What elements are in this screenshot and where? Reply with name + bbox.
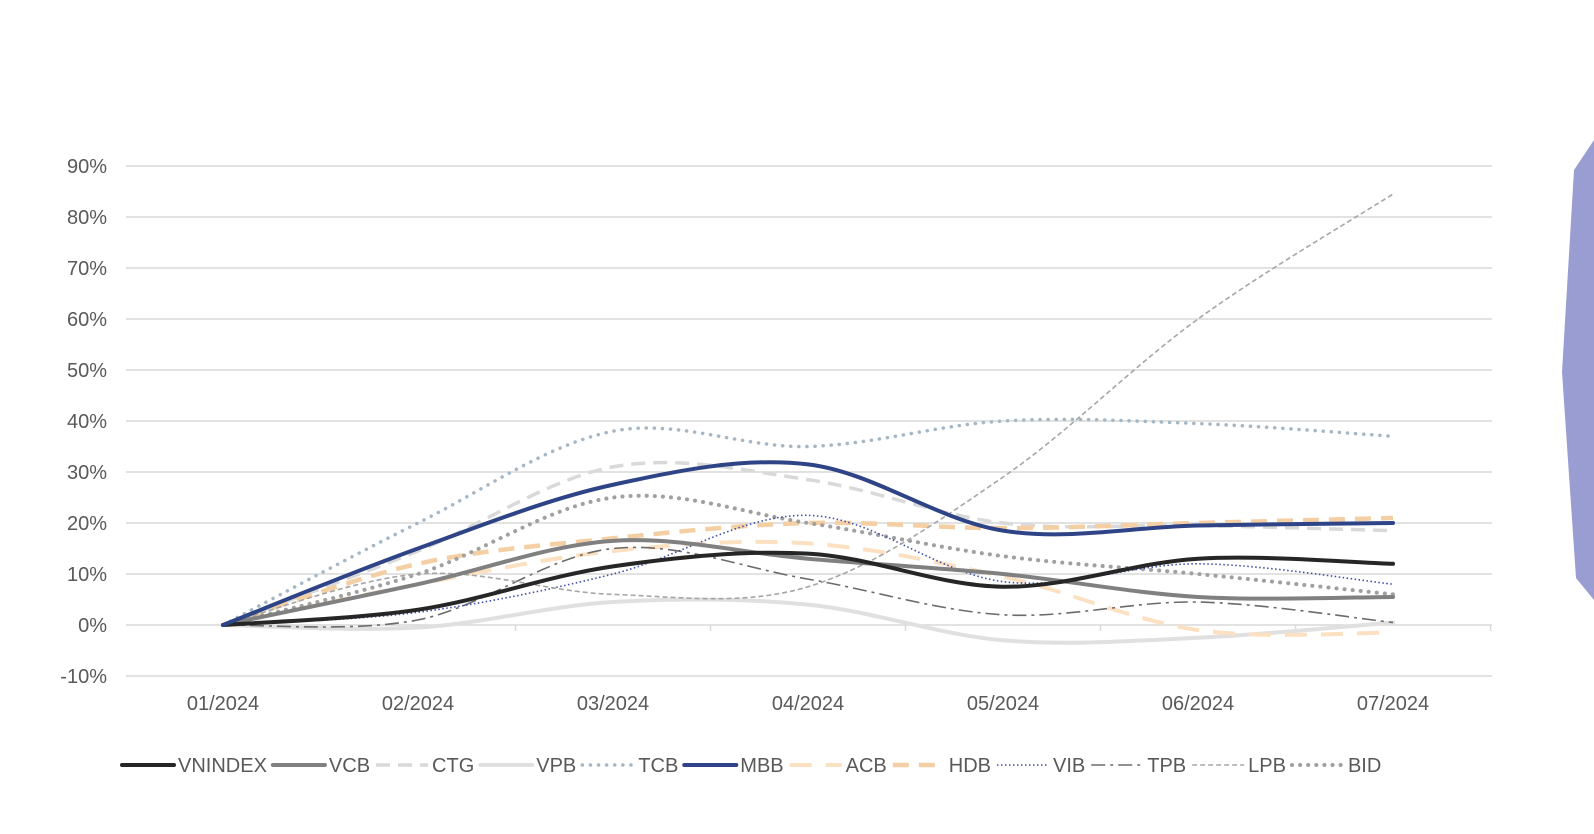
legend-label-vcb: VCB [329,755,370,777]
legend-label-ctg: CTG [432,755,474,777]
series-line-tpb [222,546,1394,628]
legend-label-mbb: MBB [740,755,783,777]
legend-label-vib: VIB [1053,755,1085,777]
y-tick-label: 40% [67,411,107,433]
x-tick-label: 06/2024 [1162,693,1234,715]
y-tick-label: 70% [67,258,107,280]
x-tick-label: 04/2024 [772,693,844,715]
gridlines [126,165,1492,677]
decorative-accent-shape [1562,140,1594,600]
legend-label-lpb: LPB [1248,755,1286,777]
x-tick-label: 07/2024 [1357,693,1429,715]
y-tick-label: 10% [67,564,107,586]
y-tick-label: -10% [60,666,107,688]
legend-label-bid: BID [1348,755,1381,777]
legend: VNINDEX VCB CTG VPB TCB MBB ACB HDB VIB TPB LPB BID [120,755,1381,777]
series-line-lpb [222,193,1394,626]
x-tick-label: 05/2024 [967,693,1039,715]
y-tick-label: 60% [67,309,107,331]
legend-label-tcb: TCB [638,755,678,777]
series-line-tcb [221,417,1395,627]
y-tick-label: 80% [67,207,107,229]
y-tick-label: 20% [67,513,107,535]
legend-label-acb: ACB [846,755,887,777]
series-line-vpb [221,597,1395,645]
series-lines [221,193,1395,645]
legend-label-hdb: HDB [949,755,991,777]
y-axis-tick-labels: 90% 80% 70% 60% 50% 40% 30% 20% 10% 0% -10% [60,156,107,688]
series-line-mbb [221,460,1395,627]
x-tick-label: 01/2024 [187,693,259,715]
x-axis-tick-labels: 01/2024 02/2024 03/2024 04/2024 05/2024 06/20… [187,693,1429,715]
series-line-hdb [222,515,1394,628]
legend-label-tpb: TPB [1147,755,1186,777]
legend-label-vnindex: VNINDEX [178,755,267,777]
y-tick-label: 0% [78,615,107,637]
legend-label-vpb: VPB [536,755,576,777]
y-tick-label: 90% [67,156,107,178]
y-tick-label: 30% [67,462,107,484]
y-tick-label: 50% [67,360,107,382]
series-line-vcb [221,538,1395,627]
x-tick-label: 03/2024 [577,693,649,715]
x-tick-label: 02/2024 [382,693,454,715]
series-line-vnindex [221,550,1395,627]
